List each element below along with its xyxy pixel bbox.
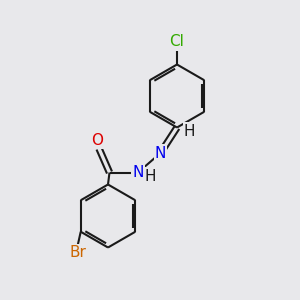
Text: Br: Br [69,245,86,260]
Text: Cl: Cl [169,34,184,50]
Text: N: N [132,165,144,180]
Text: H: H [184,124,195,139]
Text: N: N [155,146,166,160]
Text: H: H [144,169,156,184]
Text: O: O [92,133,104,148]
